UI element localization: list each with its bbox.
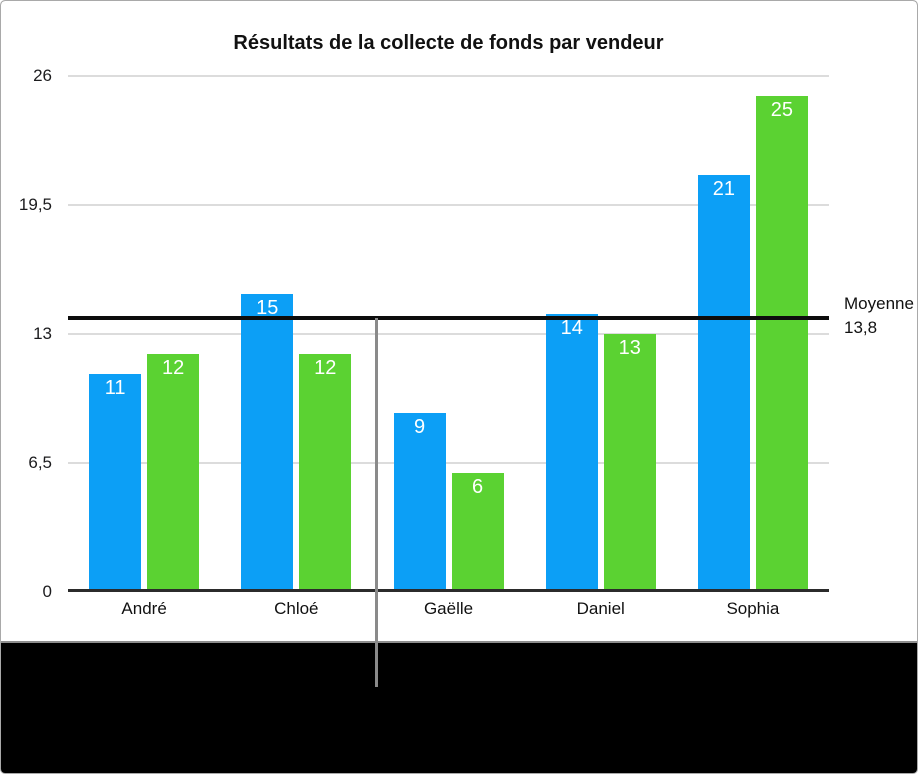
x-tick-label-Chloé: Chloé: [274, 599, 319, 618]
bar-value-label: 12: [314, 356, 337, 379]
bar-serie-verte-Daniel: 13: [603, 334, 656, 592]
bar-serie-bleue-Chloé: 15: [241, 294, 294, 592]
callout-line: [375, 318, 378, 687]
x-axis-labels: André Chloé Gaëlle Daniel Sophia: [68, 599, 829, 619]
gridline: [68, 462, 829, 464]
chart-title: Résultats de la collecte de fonds par ve…: [233, 32, 664, 54]
average-line: [68, 316, 829, 321]
bar-value-label: 9: [413, 416, 426, 439]
average-label-value: 13,8: [844, 318, 878, 337]
x-tick-label-Sophia: Sophia: [726, 599, 780, 618]
x-tick-label-André: André: [121, 599, 167, 618]
y-tick-label: 19,5: [18, 195, 52, 214]
y-tick-label: 13: [33, 324, 52, 343]
y-tick-label: 0: [42, 582, 52, 601]
bar-serie-verte-Sophia: 25: [755, 95, 808, 592]
bar-group-Sophia: 21 25: [677, 76, 829, 592]
bar-serie-bleue-Sophia: 21: [697, 175, 750, 592]
bar-value-label: 21: [712, 178, 736, 201]
bar-group-André: 11 12: [68, 76, 220, 592]
bar-value-label: 14: [560, 317, 583, 340]
y-tick-label: 6,5: [28, 453, 52, 472]
bar-group-Daniel: 14 13: [525, 76, 677, 592]
x-tick-label-Daniel: Daniel: [576, 599, 625, 618]
bar-value-label: 13: [618, 337, 641, 359]
bar-serie-bleue-André: 11: [89, 373, 142, 592]
plot-area: 11 12 15 12 9 6 14 13 21 25: [68, 75, 829, 592]
gridline: [68, 333, 829, 335]
x-axis-line: [68, 589, 829, 592]
bar-serie-verte-Chloé: 12: [299, 353, 352, 592]
bar-serie-bleue-Daniel: 14: [545, 314, 598, 592]
x-tick-label-Gaëlle: Gaëlle: [423, 599, 474, 618]
chart-panel: Résultats de la collecte de fonds par ve…: [1, 1, 917, 643]
gridline: [68, 75, 829, 77]
bar-serie-verte-André: 12: [147, 353, 200, 592]
bar-value-label: 6: [471, 475, 484, 498]
bar-group-Chloé: 15 12: [220, 76, 372, 592]
gridline: [68, 204, 829, 206]
bar-value-label: 15: [256, 297, 279, 320]
y-axis-labels: 0 6,5 13 19,5 26: [1, 66, 52, 601]
bar-groups: 11 12 15 12 9 6 14 13 21 25: [68, 76, 829, 592]
average-label: Moyenne 13,8: [844, 292, 914, 340]
bar-value-label: 11: [104, 376, 126, 399]
bar-serie-verte-Gaëlle: 6: [451, 472, 504, 592]
bar-value-label: 25: [770, 98, 794, 121]
average-label-title: Moyenne: [844, 294, 914, 313]
bar-value-label: 12: [161, 356, 185, 379]
bar-serie-bleue-Gaëlle: 9: [393, 413, 446, 592]
y-tick-label: 26: [33, 66, 52, 85]
